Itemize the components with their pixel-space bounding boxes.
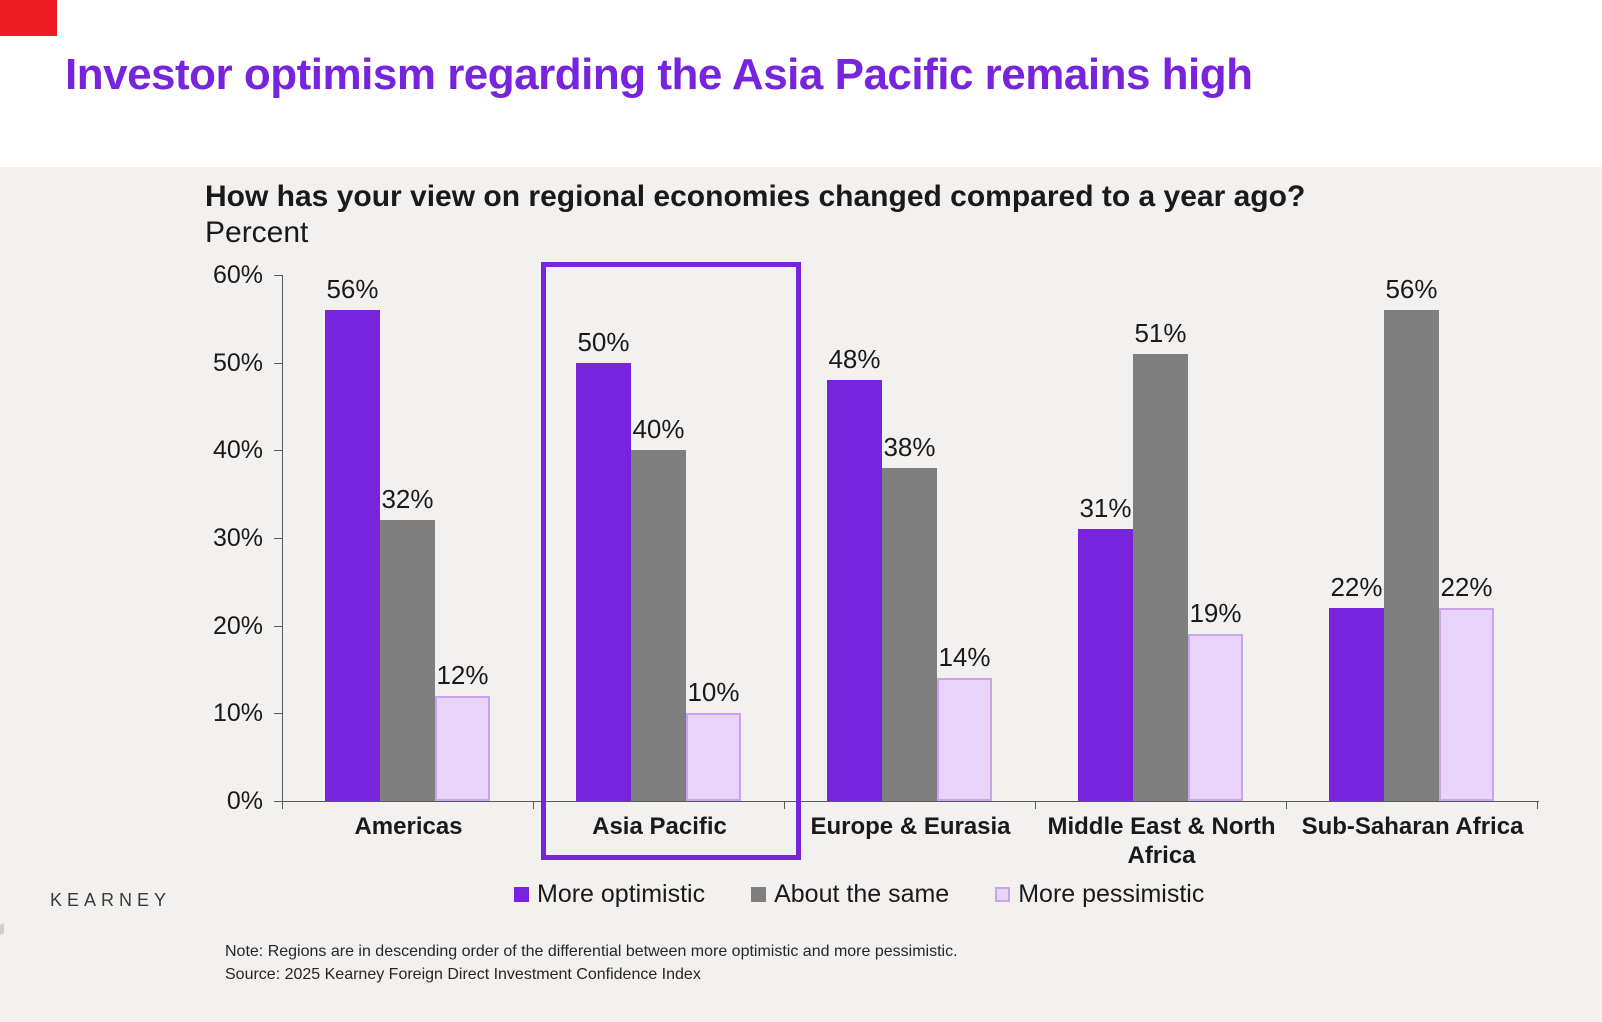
value-label-more-pessimistic: 14% <box>938 642 991 673</box>
y-axis-tick <box>274 625 282 627</box>
y-axis-tick <box>274 801 282 802</box>
value-label-more-pessimistic: 12% <box>436 659 489 690</box>
bar-more-pessimistic <box>686 713 741 801</box>
value-label-more-optimistic: 50% <box>577 326 630 357</box>
kearney-logo: KEARNEY <box>50 890 172 910</box>
bar-about-the-same <box>1384 310 1439 801</box>
chart-subtitle: Percent <box>205 216 309 249</box>
y-axis-tick <box>274 275 282 276</box>
category-label: Middle East & North Africa <box>1047 813 1276 869</box>
y-axis-tick-label: 20% <box>212 611 263 640</box>
bar-about-the-same <box>1133 353 1188 801</box>
asia-pacific-highlight-box <box>541 262 801 860</box>
y-axis-line <box>282 275 283 801</box>
bar-more-pessimistic <box>1188 634 1243 801</box>
bar-more-optimistic <box>827 380 882 801</box>
bar-more-optimistic <box>325 310 380 801</box>
legend-swatch-icon <box>995 887 1011 902</box>
category-label: Americas <box>354 813 463 840</box>
legend-label: More optimistic <box>537 880 706 908</box>
x-axis-tick <box>1286 801 1287 809</box>
y-axis-tick-label: 60% <box>212 261 263 289</box>
bar-more-pessimistic <box>435 695 490 801</box>
value-label-about-the-same: 32% <box>381 484 434 515</box>
bar-about-the-same <box>882 467 937 801</box>
y-axis-tick <box>274 713 282 715</box>
x-axis-tick <box>282 801 283 809</box>
bar-more-optimistic <box>1078 529 1133 801</box>
value-label-more-optimistic: 22% <box>1330 572 1383 603</box>
x-axis-tick <box>1537 801 1538 809</box>
y-axis-tick <box>274 450 282 452</box>
bar-more-optimistic <box>1329 608 1384 801</box>
bar-about-the-same <box>631 450 686 801</box>
legend-label: About the same <box>774 880 950 908</box>
chart-legend: More optimistic About the same More pessim… <box>514 880 1204 909</box>
x-axis-line <box>282 801 1539 802</box>
x-axis-tick <box>1035 801 1036 809</box>
y-axis-tick <box>274 538 282 539</box>
legend-swatch-icon <box>514 887 529 902</box>
bar-more-pessimistic <box>937 678 992 801</box>
bar-about-the-same <box>380 520 435 801</box>
category-label: Sub-Saharan Africa <box>1301 813 1524 840</box>
value-label-about-the-same: 51% <box>1134 317 1187 348</box>
y-axis-tick <box>274 362 282 364</box>
value-label-about-the-same: 38% <box>883 431 936 462</box>
y-axis-tick-label: 30% <box>212 524 263 552</box>
x-axis-tick <box>533 801 534 809</box>
value-label-more-optimistic: 31% <box>1079 493 1132 524</box>
value-label-more-pessimistic: 10% <box>687 677 740 708</box>
legend-item: More pessimistic <box>995 880 1204 909</box>
category-label: Asia Pacific <box>592 813 727 840</box>
slide-title: Investor optimism regarding the Asia Pac… <box>65 50 1253 99</box>
y-axis-tick-label: 50% <box>212 348 263 377</box>
x-axis-tick <box>784 801 785 809</box>
red-corner-marker <box>0 0 57 36</box>
value-label-about-the-same: 40% <box>632 414 685 445</box>
legend-label: More pessimistic <box>1018 880 1205 908</box>
legend-item: About the same <box>751 880 949 909</box>
y-axis-tick-label: 0% <box>226 787 263 815</box>
value-label-more-pessimistic: 22% <box>1440 572 1493 603</box>
bar-more-optimistic <box>576 362 631 801</box>
chart-title: How has your view on regional economies … <box>205 180 1306 213</box>
y-axis-tick-label: 40% <box>212 436 263 465</box>
chart-notes: Note: Regions are in descending order of… <box>225 940 958 986</box>
y-axis-tick-label: 10% <box>212 699 263 728</box>
bar-more-pessimistic <box>1439 608 1494 801</box>
source-line: Source: 2025 Kearney Foreign Direct Inve… <box>225 966 701 983</box>
value-label-more-optimistic: 48% <box>828 344 881 375</box>
category-label: Europe & Eurasia <box>810 813 1011 840</box>
legend-swatch-icon <box>751 887 767 902</box>
value-label-about-the-same: 56% <box>1385 274 1438 305</box>
edge-speck <box>0 923 4 935</box>
value-label-more-optimistic: 56% <box>326 274 379 305</box>
value-label-more-pessimistic: 19% <box>1189 598 1242 629</box>
note-line: Note: Regions are in descending order of… <box>225 943 958 960</box>
chart-panel: How has your view on regional economies … <box>0 167 1602 1022</box>
legend-item: More optimistic <box>514 880 705 909</box>
